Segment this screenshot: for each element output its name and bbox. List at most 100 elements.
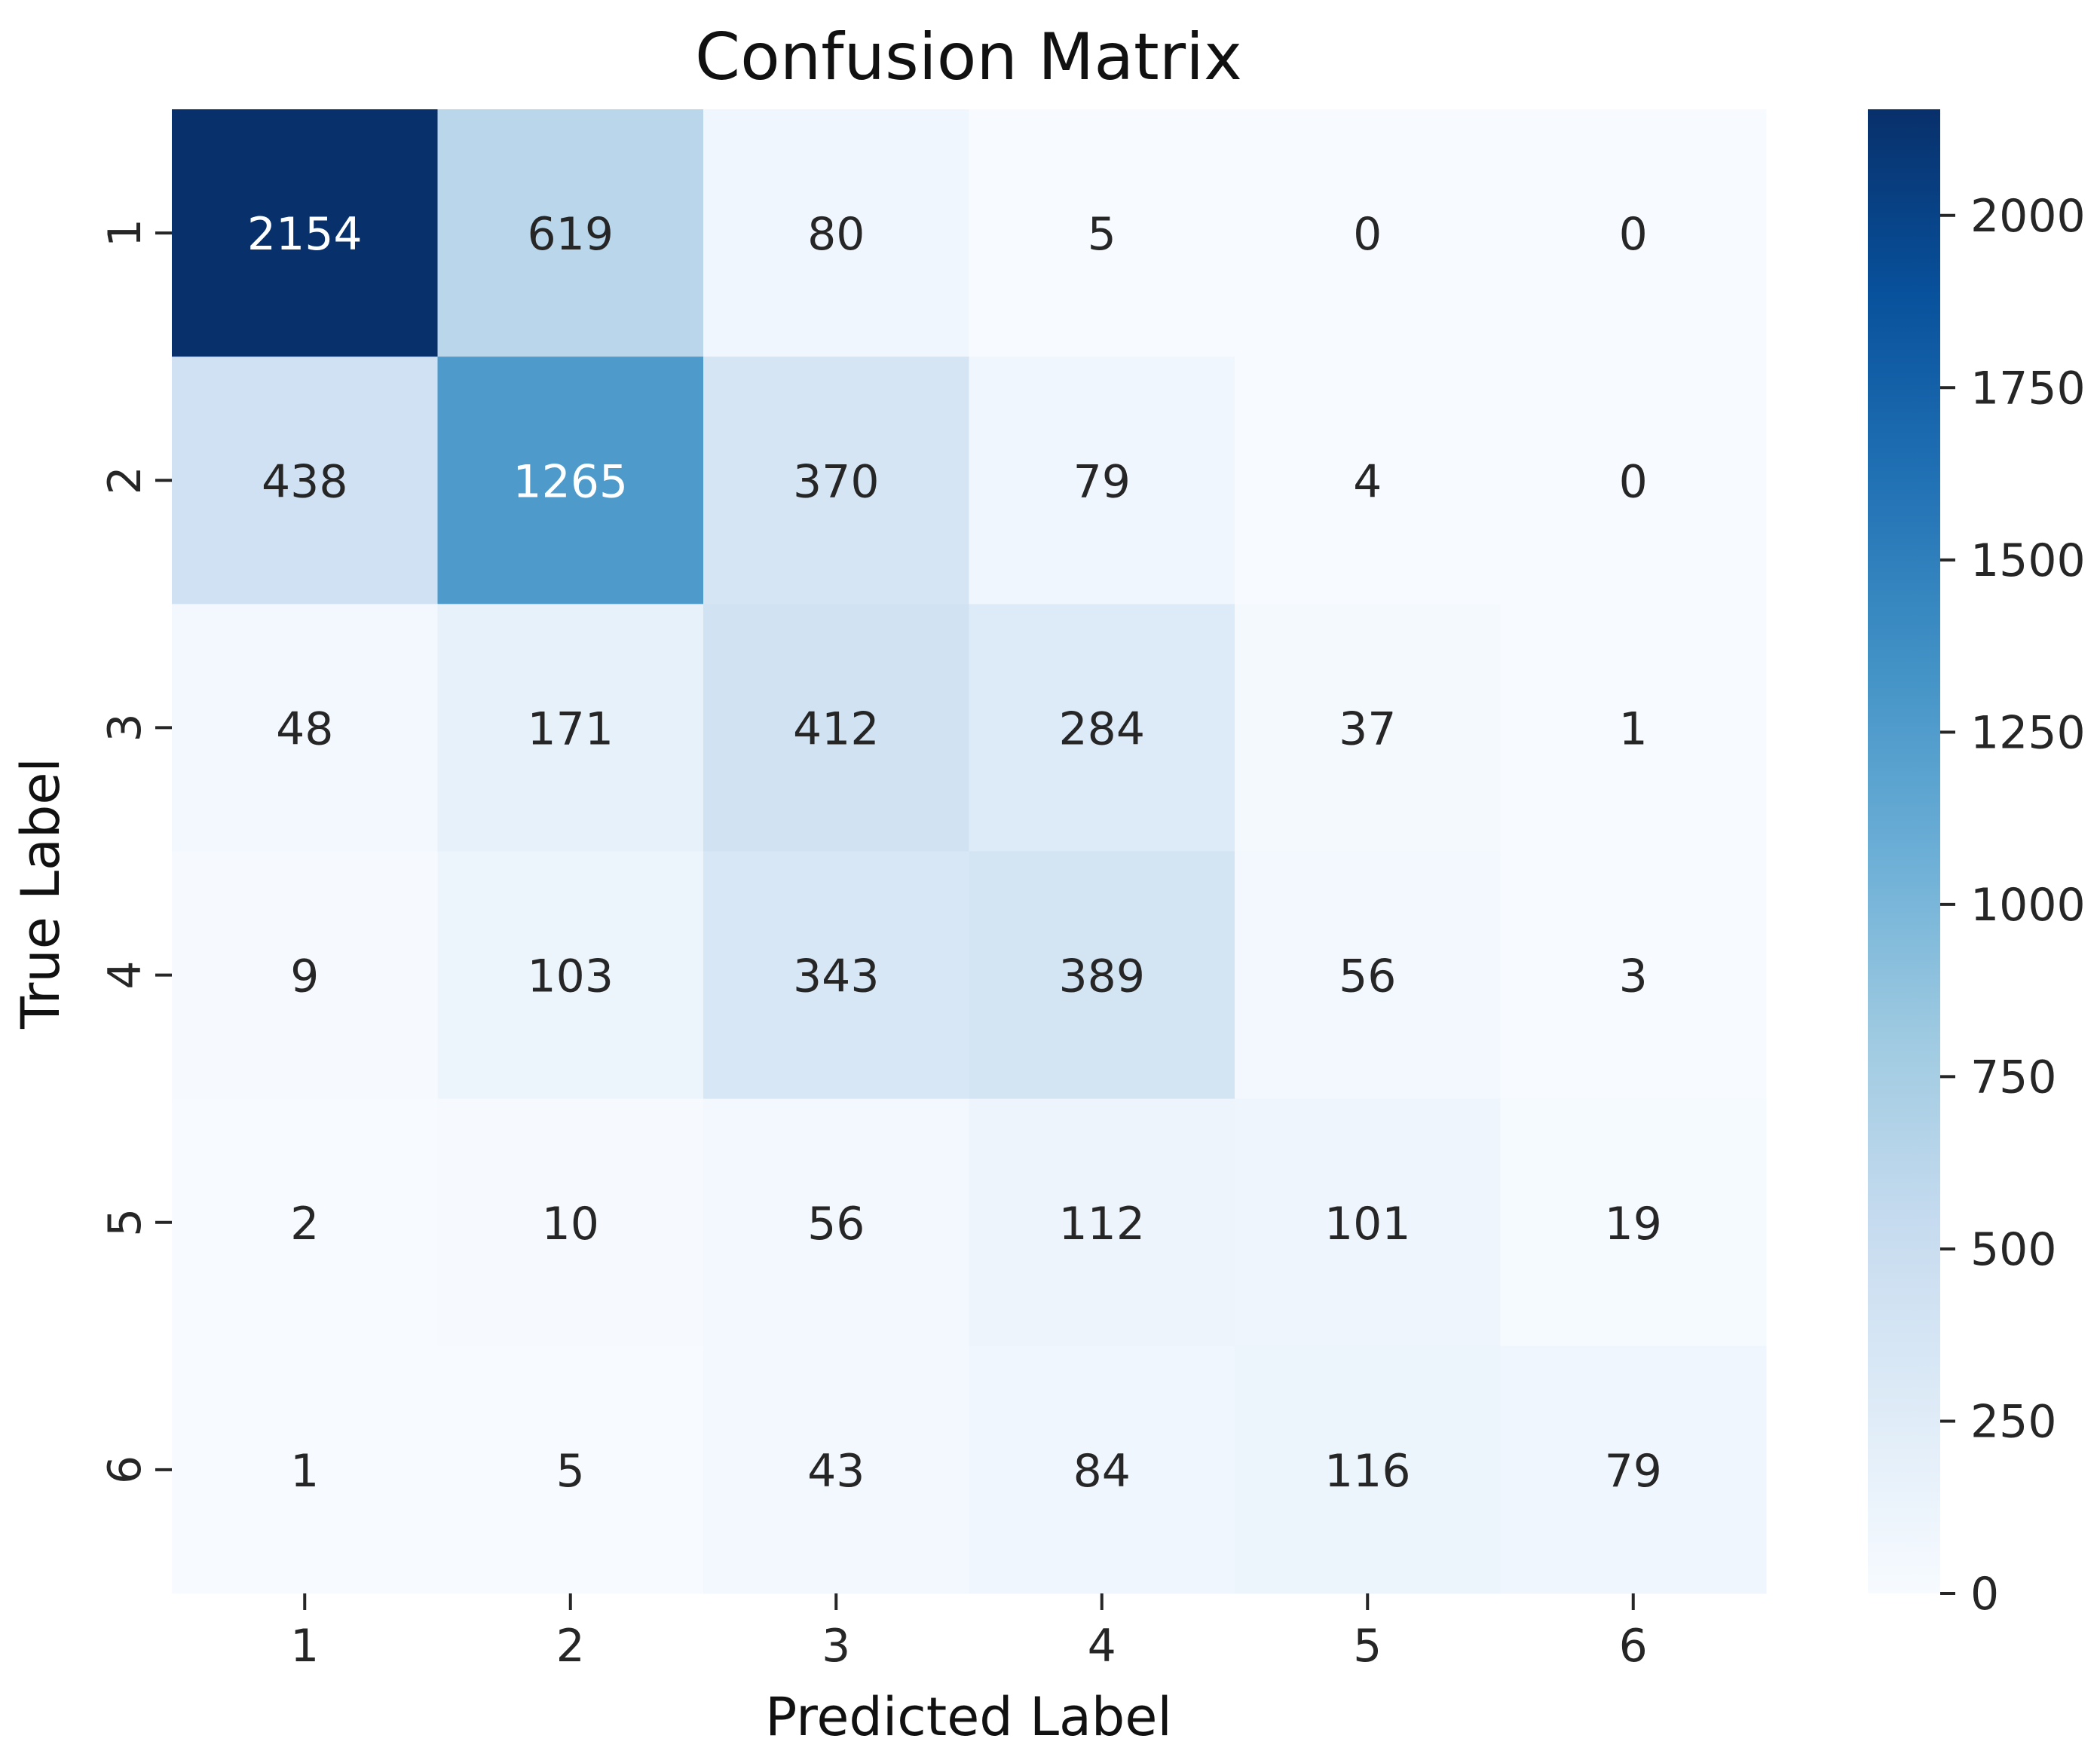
y-tick-label: 1	[99, 219, 152, 247]
x-tick-label: 1	[290, 1620, 319, 1673]
x-tick-label: 2	[556, 1620, 585, 1673]
cell-value-label: 10	[542, 1198, 599, 1250]
y-tick-label: 6	[99, 1455, 152, 1484]
colorbar-gradient	[1868, 109, 1940, 1593]
cell-value-label: 0	[1619, 208, 1648, 261]
heatmap-cell	[172, 1098, 438, 1347]
y-axis-label: True Label	[10, 758, 72, 1030]
heatmap-cell	[1500, 1098, 1767, 1347]
cell-value-label: 284	[1058, 702, 1145, 755]
cell-value-label: 84	[1073, 1445, 1131, 1498]
heatmap-cell	[437, 851, 704, 1100]
cell-value-label: 2	[290, 1198, 319, 1250]
colorbar-tick-label: 1750	[1970, 362, 2086, 415]
heatmap-cell	[1235, 109, 1501, 357]
heatmap-cell	[969, 1345, 1235, 1594]
cell-value-label: 370	[793, 455, 880, 508]
cell-value-label: 0	[1353, 208, 1382, 261]
colorbar-tick-label: 1000	[1970, 879, 2086, 932]
heatmap-cell	[1235, 851, 1501, 1100]
cell-value-label: 37	[1339, 702, 1396, 755]
cell-value-label: 0	[1619, 455, 1648, 508]
heatmap-cell	[172, 357, 438, 605]
cell-value-label: 1265	[513, 455, 628, 508]
colorbar-tick-label: 0	[1970, 1568, 1999, 1621]
colorbar-tick-label: 500	[1970, 1223, 2057, 1276]
heatmap-cell	[969, 851, 1235, 1100]
colorbar: 0 250 500 750 1000 1250 1500 1750 2000	[1868, 109, 2086, 1621]
heatmap-cell	[1500, 109, 1767, 357]
cell-value-label: 2154	[247, 208, 363, 261]
cell-value-label: 56	[1339, 950, 1396, 1003]
y-tick-label: 4	[99, 960, 152, 989]
heatmap-cell	[703, 1098, 969, 1347]
cell-value-label: 3	[1619, 950, 1648, 1003]
y-tick-label: 3	[99, 713, 152, 742]
heatmap-cell	[1235, 1345, 1501, 1594]
heatmap-cell	[172, 109, 438, 357]
cell-value-label: 101	[1324, 1198, 1411, 1250]
heatmap-cell	[437, 357, 704, 605]
cell-value-label: 1	[1619, 702, 1648, 755]
heatmap-cell	[969, 1098, 1235, 1347]
cell-value-label: 116	[1324, 1445, 1411, 1498]
cell-value-label: 112	[1058, 1198, 1145, 1250]
colorbar-tick-label: 2000	[1970, 190, 2086, 243]
cell-value-label: 5	[556, 1445, 585, 1498]
x-tick-label: 4	[1088, 1620, 1116, 1673]
heatmap-cell	[1235, 604, 1501, 852]
cell-value-label: 389	[1058, 950, 1145, 1003]
cell-value-label: 343	[793, 950, 880, 1003]
cell-value-label: 1	[290, 1445, 319, 1498]
heatmap-cells	[172, 109, 1767, 1594]
cell-value-label: 438	[262, 455, 348, 508]
cell-value-label: 19	[1605, 1198, 1662, 1250]
cell-value-label: 4	[1353, 455, 1382, 508]
heatmap-cell	[437, 1098, 704, 1347]
heatmap-cell	[703, 604, 969, 852]
heatmap-cell	[1235, 357, 1501, 605]
cell-value-label: 56	[807, 1198, 865, 1250]
heatmap-cell	[703, 851, 969, 1100]
cell-value-label: 5	[1088, 208, 1116, 261]
colorbar-tick-label: 750	[1970, 1051, 2057, 1103]
x-tick-label: 6	[1619, 1620, 1648, 1673]
cell-value-label: 79	[1073, 455, 1131, 508]
cell-value-label: 48	[276, 702, 333, 755]
cell-value-label: 619	[527, 208, 614, 261]
x-tick-label: 5	[1353, 1620, 1382, 1673]
x-axis-label: Predicted Label	[765, 1686, 1172, 1748]
heatmap-cell	[437, 109, 704, 357]
y-axis: 1 2 3 4 5 6	[99, 219, 172, 1484]
heatmap-cell	[172, 1345, 438, 1594]
heatmap-cell	[1500, 604, 1767, 852]
heatmap-cell	[172, 604, 438, 852]
colorbar-tick-label: 250	[1970, 1395, 2057, 1448]
heatmap-cell	[1500, 357, 1767, 605]
heatmap-cell	[1500, 851, 1767, 1100]
colorbar-tick-label: 1250	[1970, 706, 2086, 759]
heatmap-cell	[437, 604, 704, 852]
cell-value-label: 79	[1605, 1445, 1662, 1498]
y-tick-label: 5	[99, 1208, 152, 1237]
cell-value-label: 80	[807, 208, 865, 261]
cell-value-label: 412	[793, 702, 880, 755]
heatmap-cell	[1235, 1098, 1501, 1347]
cell-value-label: 43	[807, 1445, 865, 1498]
heatmap-cell	[172, 851, 438, 1100]
cell-value-label: 103	[527, 950, 614, 1003]
cell-value-label: 9	[290, 950, 319, 1003]
heatmap-cell	[969, 604, 1235, 852]
chart-title: Confusion Matrix	[695, 20, 1242, 95]
heatmap-cell	[703, 1345, 969, 1594]
y-tick-label: 2	[99, 466, 152, 494]
heatmap-cell	[437, 1345, 704, 1594]
heatmap-cell	[703, 357, 969, 605]
x-tick-label: 3	[822, 1620, 850, 1673]
heatmap-cell	[969, 109, 1235, 357]
x-axis: 1 2 3 4 5 6	[290, 1593, 1648, 1673]
heatmap-cell	[969, 357, 1235, 605]
colorbar-tick-label: 1500	[1970, 534, 2086, 587]
